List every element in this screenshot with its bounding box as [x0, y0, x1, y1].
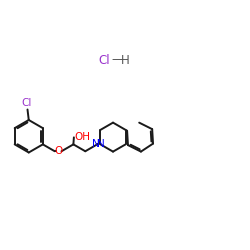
Text: —: —	[111, 54, 123, 66]
Text: N: N	[92, 140, 100, 149]
Text: Cl: Cl	[98, 54, 110, 66]
Text: OH: OH	[74, 132, 90, 142]
Text: O: O	[54, 146, 62, 156]
Text: Cl: Cl	[22, 98, 32, 108]
Text: N: N	[96, 140, 104, 149]
Text: H: H	[121, 54, 130, 66]
